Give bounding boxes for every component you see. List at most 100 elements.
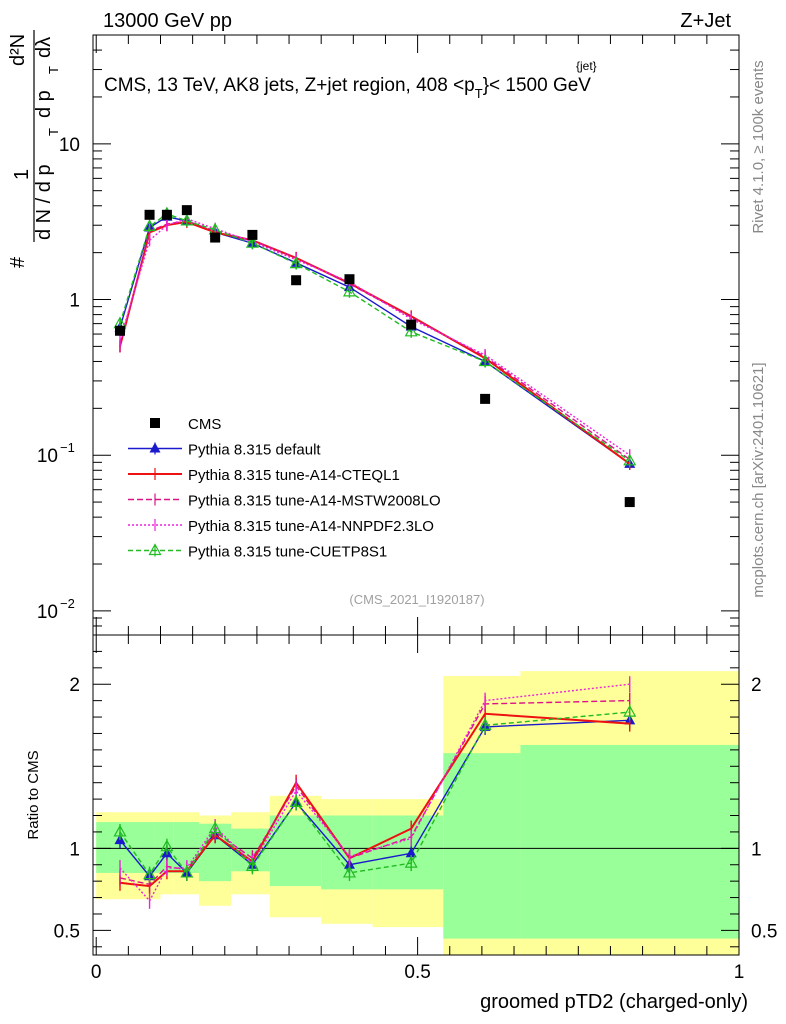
x-tick-label: 0.5 <box>404 962 430 983</box>
ratio-series-4 <box>113 704 637 883</box>
green-band <box>96 822 155 873</box>
ylabel-one: 1 <box>11 169 33 180</box>
green-band <box>443 753 521 939</box>
main-ylabel: # 1 d N / d p T d²N d p T dλ <box>7 30 61 268</box>
ratio-point <box>160 839 174 852</box>
legend-label: Pythia 8.315 tune-A14-MSTW2008LO <box>188 493 441 510</box>
data-point <box>344 274 355 285</box>
ylabel-dp: d p <box>33 90 55 118</box>
plot-title-tail: }< 1500 GeV <box>483 75 592 96</box>
x-tick-label: 0 <box>91 962 102 983</box>
y-tick-label: 10 <box>59 135 80 156</box>
data-point <box>161 209 172 220</box>
ratio-line <box>119 683 630 903</box>
ratio-uncertainty-bands <box>96 671 739 955</box>
ratio-point <box>404 855 418 868</box>
y-tick-label: 10 <box>37 602 58 623</box>
data-point <box>478 354 492 367</box>
ratio-y-tick-label: 1 <box>69 839 80 860</box>
data-point <box>247 229 258 240</box>
ylabel-T2: T <box>46 66 61 74</box>
ylabel-dN: d N / d p <box>33 164 55 240</box>
ratio-plot-frame <box>92 634 740 956</box>
ylabel-dl: dλ <box>33 37 55 58</box>
legend-entry: Pythia 8.315 tune-A14-NNPDF2.3LO <box>128 518 434 535</box>
plot-title-sub: T <box>475 86 483 101</box>
rivet-label: Rivet 4.1.0, ≥ 100k events <box>750 60 767 233</box>
ratio-ylabel: Ratio to CMS <box>25 750 42 839</box>
ylabel-hash: # <box>7 256 29 268</box>
ratio-panel: 0.5 0.5 1 1 2 2 0 0.5 1 Ratio to CMS groomed pTD… <box>25 634 777 1013</box>
legend-entry: CMS <box>150 416 221 433</box>
legend: CMS Pythia 8.315 default Pythia 8.315 tune… <box>128 416 441 561</box>
ratio-y-tick-label-right: 0.5 <box>751 921 777 942</box>
xlabel: groomed pTD2 (charged-only) <box>480 991 748 1013</box>
legend-label: Pythia 8.315 tune-CUETP8S1 <box>188 544 387 561</box>
data-point <box>342 284 356 297</box>
y-tick-exponent: −1 <box>60 440 75 455</box>
ratio-point <box>113 824 127 837</box>
plot-title: CMS, 13 TeV, AK8 jets, Z+jet region, 408… <box>104 75 591 101</box>
ratio-point <box>342 865 356 878</box>
data-point <box>144 209 155 220</box>
legend-marker <box>150 418 160 428</box>
data-point <box>245 235 259 248</box>
x-tick-label: 1 <box>734 962 745 983</box>
data-point <box>210 232 221 243</box>
y-tick-exponent: −2 <box>60 596 75 611</box>
ratio-axis-ticks: 0.5 0.5 1 1 2 2 0 0.5 1 <box>54 635 777 983</box>
ratio-point <box>208 821 222 834</box>
ratio-point <box>245 859 259 871</box>
green-band <box>154 822 161 873</box>
main-series <box>113 205 637 508</box>
legend-label: Pythia 8.315 tune-A14-NNPDF2.3LO <box>188 518 434 535</box>
legend-entry: Pythia 8.315 tune-A14-MSTW2008LO <box>128 493 441 510</box>
data-point <box>406 319 417 330</box>
header-right: Z+Jet <box>680 10 731 32</box>
ratio-point <box>289 795 303 807</box>
ratio-line <box>119 711 630 876</box>
ratio-point <box>143 867 157 880</box>
legend-entry: Pythia 8.315 default <box>128 442 321 459</box>
data-point <box>624 497 635 508</box>
mcplots-label: mcplots.cern.ch [arXiv:2401.10621] <box>750 362 767 597</box>
header-left: 13000 GeV pp <box>103 10 232 32</box>
data-point <box>143 219 157 231</box>
ratio-point <box>478 718 492 730</box>
ratio-y-tick-label-right: 2 <box>751 675 762 696</box>
ratio-y-tick-label: 0.5 <box>54 921 80 942</box>
legend-marker <box>149 442 161 453</box>
ratio-point <box>405 847 417 858</box>
green-band <box>520 744 739 939</box>
data-point <box>291 275 302 286</box>
ylabel-T: T <box>46 128 61 136</box>
data-point <box>114 325 125 336</box>
y-tick-label: 1 <box>69 291 80 312</box>
data-point <box>404 324 418 337</box>
data-point <box>623 453 637 466</box>
data-point <box>480 393 491 404</box>
data-point <box>180 213 194 226</box>
legend-entry: Pythia 8.315 tune-CUETP8S1 <box>128 543 387 561</box>
ratio-y-tick-label: 2 <box>69 675 80 696</box>
ratio-series <box>113 676 637 909</box>
plot-title-main: CMS, 13 TeV, AK8 jets, Z+jet region, 408… <box>104 75 475 96</box>
series-cms-data <box>114 205 635 508</box>
plot-title-sup: {jet} <box>576 59 597 73</box>
analysis-watermark: (CMS_2021_I1920187) <box>349 592 484 607</box>
ratio-y-tick-label-right: 1 <box>751 839 762 860</box>
green-band <box>321 815 373 890</box>
data-point <box>289 256 303 269</box>
legend-label: CMS <box>188 416 221 433</box>
legend-label: Pythia 8.315 tune-A14-CTEQL1 <box>188 467 400 484</box>
ratio-point <box>623 704 637 717</box>
ratio-line <box>119 699 630 886</box>
green-band <box>372 815 444 890</box>
data-point <box>181 205 192 216</box>
ylabel-d2N: d²N <box>7 34 29 66</box>
ratio-point <box>180 865 194 878</box>
y-tick-label: 10 <box>37 446 58 467</box>
